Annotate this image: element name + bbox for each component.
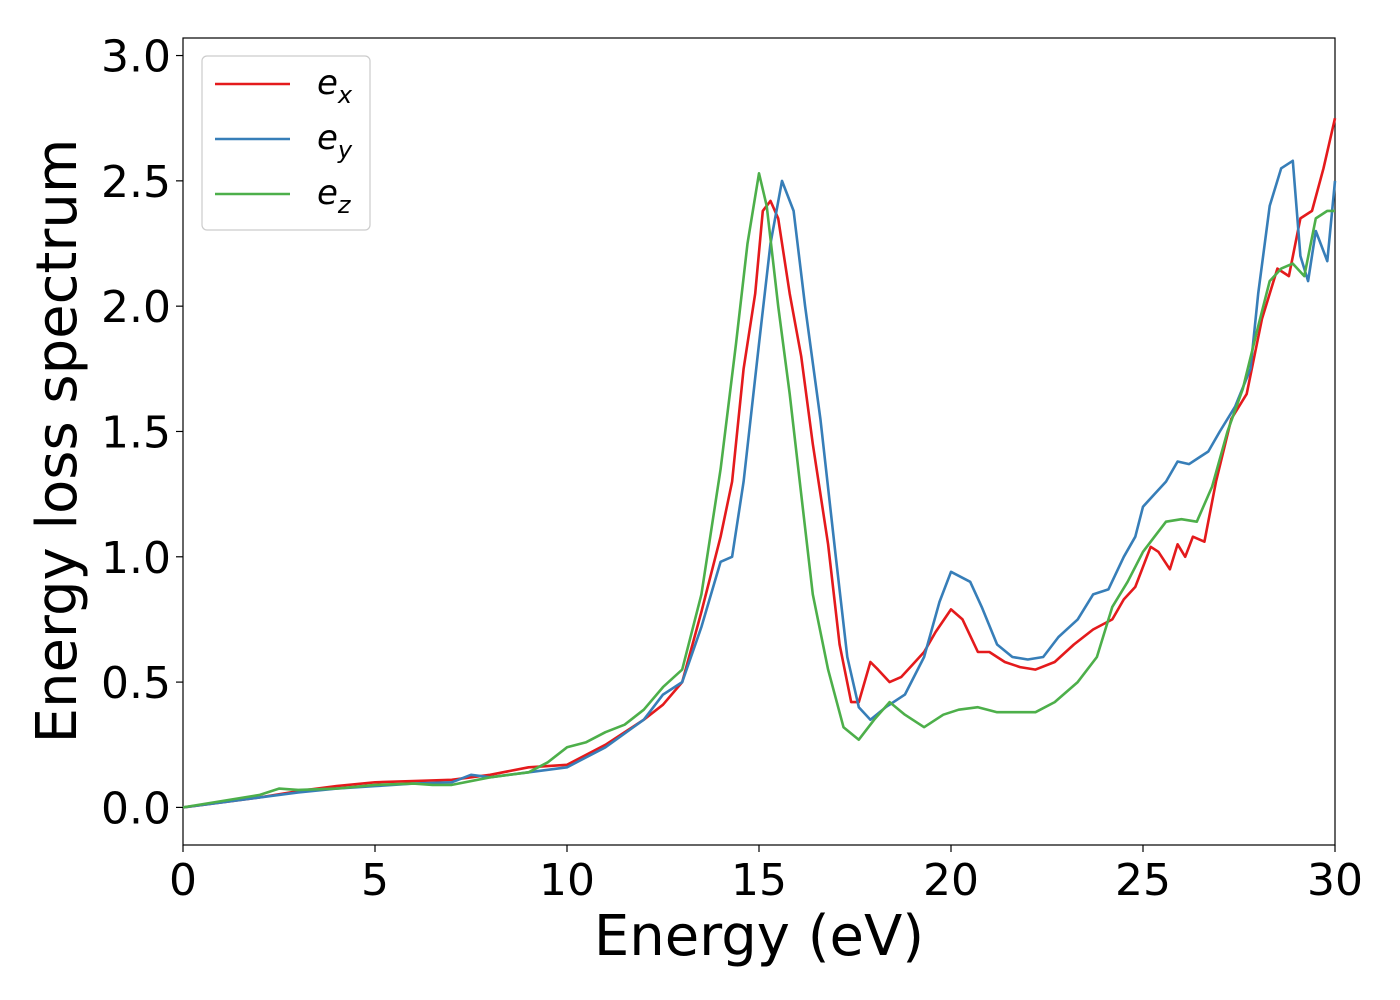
x-axis-title: Energy (eV) [594,904,924,969]
y-tick-label: 1.5 [101,407,171,458]
x-tick-label: 5 [361,855,389,906]
x-tick-label: 30 [1307,855,1363,906]
x-tick-label: 20 [923,855,979,906]
legend-label-e_y: ey [317,118,353,164]
x-tick-label: 10 [539,855,595,906]
x-axis-ticks: 0 5 10 15 20 25 30 [169,845,1363,906]
x-tick-label: 15 [731,855,787,906]
x-tick-label: 0 [169,855,197,906]
legend-label-subscript: y [337,136,353,164]
legend-label-base: e [317,118,338,158]
legend-label-e_z: ez [317,173,352,219]
y-tick-label: 3.0 [101,32,171,83]
y-tick-label: 0.5 [101,658,171,709]
legend-box [201,55,371,231]
series-line-e_x [182,117,1337,809]
series-line-e_y [182,159,1337,809]
x-tick-label: 25 [1115,855,1171,906]
y-axis-ticks: 0.0 0.5 1.0 1.5 2.0 2.5 3.0 [101,32,183,834]
y-tick-label: 2.0 [101,282,171,333]
series-line-e_z [182,172,1335,809]
legend-label-base: e [317,63,338,103]
y-tick-label: 0.0 [101,783,171,834]
series-layer [182,117,1337,809]
legend-label-subscript: x [337,81,353,109]
y-tick-label: 2.5 [101,157,171,208]
legend-label-e_x: ex [317,63,353,109]
legend-label-base: e [317,173,338,213]
y-tick-label: 1.0 [101,533,171,584]
y-axis-title: Energy loss spectrum [25,139,90,744]
legend-label-subscript: z [337,191,352,219]
